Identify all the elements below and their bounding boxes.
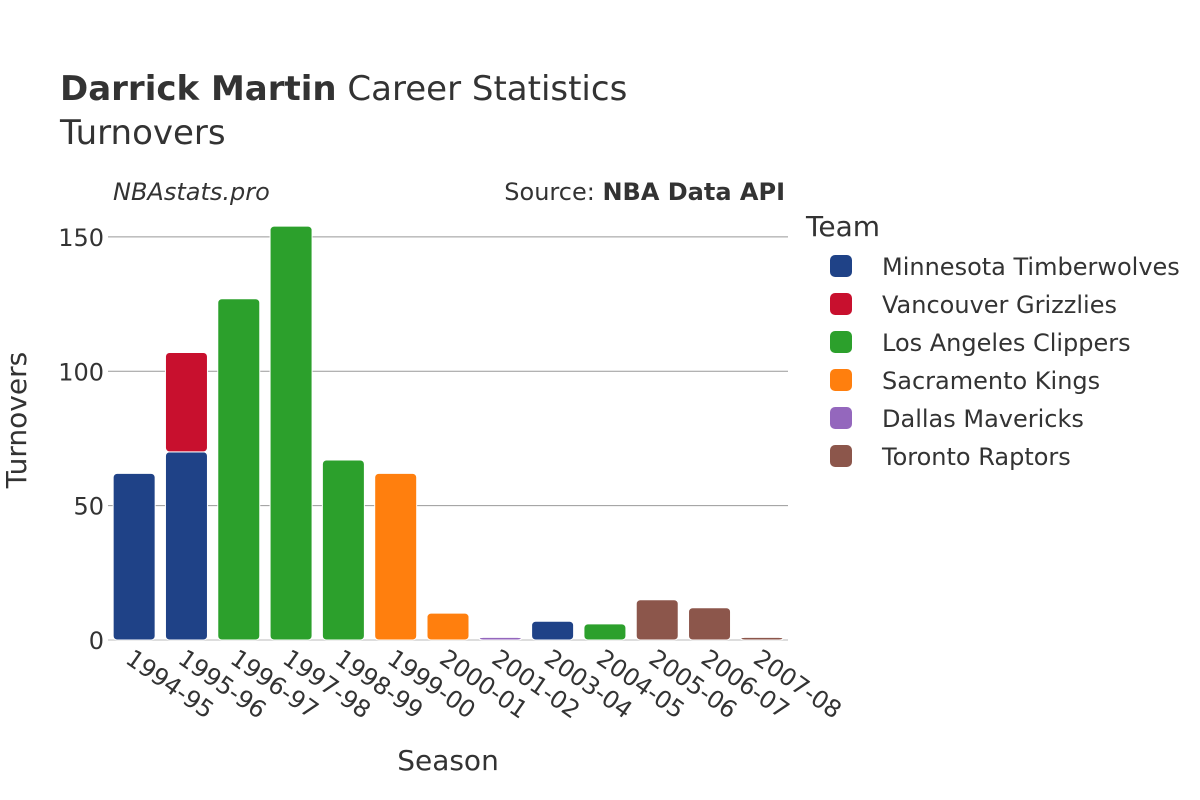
chart-subtitle: Turnovers <box>59 113 226 153</box>
source-name: NBA Data API <box>602 178 785 206</box>
source-prefix: Source: <box>504 178 602 206</box>
bar <box>635 599 679 641</box>
chart-title: Darrick Martin Career Statistics <box>60 69 627 109</box>
y-axis-title: Turnovers <box>0 352 33 489</box>
legend-label: Sacramento Kings <box>882 367 1100 395</box>
bar <box>217 298 261 641</box>
legend-label: Dallas Mavericks <box>882 405 1084 433</box>
x-axis-title: Season <box>397 744 499 777</box>
y-tick-label: 150 <box>58 224 104 252</box>
chart-title-player: Darrick Martin <box>60 69 337 109</box>
y-gridlines <box>108 236 788 641</box>
legend-swatch <box>830 293 852 315</box>
bar <box>478 636 522 641</box>
legend-label: Minnesota Timberwolves <box>882 253 1180 281</box>
y-tick-label: 100 <box>58 358 104 386</box>
bar <box>426 612 470 641</box>
bar <box>688 607 732 641</box>
y-tick-label: 0 <box>89 627 104 655</box>
bar <box>583 623 627 641</box>
bar <box>374 472 418 641</box>
watermark-text: NBAstats.pro <box>113 178 270 206</box>
legend-label: Los Angeles Clippers <box>882 329 1131 357</box>
bar <box>740 636 784 641</box>
bar <box>164 451 208 641</box>
bar <box>321 459 365 641</box>
bar <box>269 225 313 641</box>
bar <box>112 472 156 641</box>
legend-label: Toronto Raptors <box>881 443 1071 471</box>
source-label: Source: NBA Data API <box>504 178 785 206</box>
bar <box>164 351 208 453</box>
legend-swatch <box>830 445 852 467</box>
legend-swatch <box>830 255 852 277</box>
x-tick-labels: 1994-951995-961996-971997-981998-991999-… <box>121 644 847 724</box>
legend-swatch <box>830 331 852 353</box>
bars <box>112 225 784 641</box>
chart-title-rest: Career Statistics <box>337 69 628 109</box>
bar <box>531 620 575 641</box>
y-tick-label: 50 <box>73 493 104 521</box>
legend-swatch <box>830 407 852 429</box>
y-tick-labels: 0 50 100 150 <box>58 224 104 655</box>
legend-swatch <box>830 369 852 391</box>
legend-title: Team <box>805 210 880 243</box>
legend-label: Vancouver Grizzlies <box>882 291 1117 319</box>
legend: Minnesota Timberwolves Vancouver Grizzlie… <box>830 253 1180 471</box>
